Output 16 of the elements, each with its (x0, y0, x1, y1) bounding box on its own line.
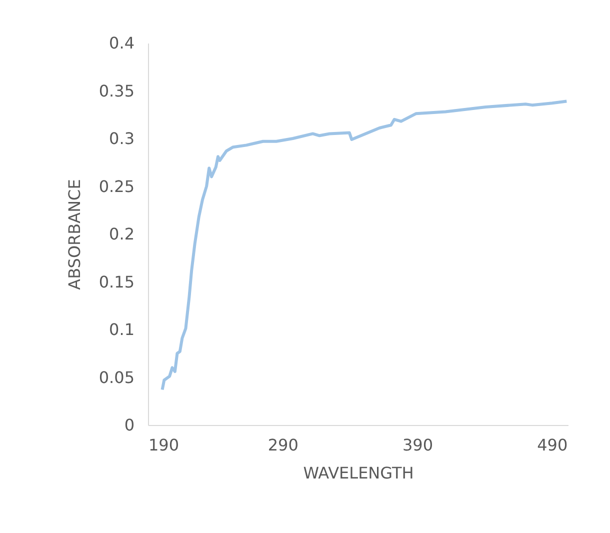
x-tick-label: 290 (268, 436, 298, 454)
y-tick-label: 0.3 (109, 129, 134, 148)
x-tick-label: 490 (537, 436, 568, 454)
y-tick-label: 0.35 (98, 81, 134, 100)
y-tick-label: 0 (124, 416, 134, 434)
y-tick-label: 0.2 (109, 224, 134, 244)
y-tick-label: 0.15 (98, 272, 134, 292)
y-tick-label: 0.4 (109, 34, 134, 52)
x-axis-title: WAVELENGTH (303, 464, 414, 482)
y-tick-label: 0.05 (98, 368, 134, 387)
y-tick-label: 0.25 (98, 176, 134, 196)
x-tick-label: 190 (148, 436, 180, 454)
x-tick-label: 390 (402, 436, 434, 454)
line-series (160, 100, 568, 392)
y-tick-label: 0.1 (109, 320, 134, 339)
y-axis-title: ABSORBANCE (64, 179, 84, 290)
